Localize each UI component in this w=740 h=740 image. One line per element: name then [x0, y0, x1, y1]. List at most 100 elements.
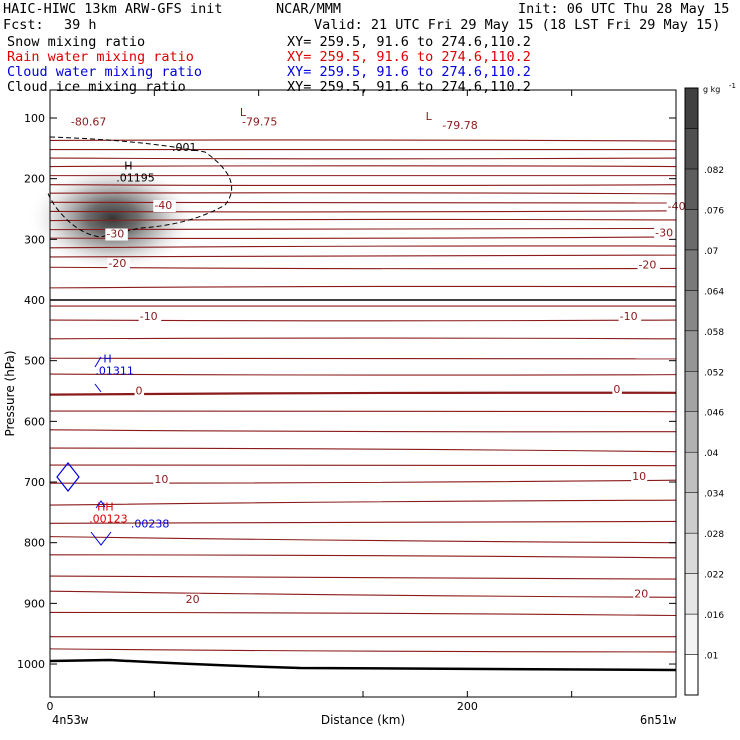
snow-contour-label: .001 — [172, 141, 197, 154]
colorbar-level: .046 — [704, 409, 724, 419]
temperature-label: 10 — [154, 473, 168, 486]
label-backing — [153, 474, 170, 487]
snow-shading — [27, 163, 198, 274]
extremum-letter: H — [124, 159, 132, 172]
cloud-water-contour — [94, 383, 102, 393]
y-tick-label: 400 — [24, 294, 45, 307]
temperature-contour — [49, 447, 677, 453]
snow-dashed-contour — [47, 136, 233, 238]
temperature-label: L — [426, 110, 433, 123]
temperature-contour — [49, 429, 677, 433]
y-tick-label: 800 — [24, 537, 45, 550]
snow-contour: .001 — [47, 136, 233, 238]
colorbar-level: .022 — [704, 571, 724, 581]
colorbar-unit-exponent: -1 — [729, 82, 736, 90]
colorbar-bin — [684, 451, 699, 493]
colorbar-level: .058 — [704, 328, 724, 338]
temperature-labels: -80.67 -79.75L L-79.78-40 -40-30 -30-20 -20-1… — [69, 106, 690, 606]
temperature-contour — [49, 357, 677, 360]
colorbar-bin — [684, 654, 699, 696]
field-xy-rain: XY= 259.5, 91.6 to 274.6,110.2 — [287, 49, 531, 65]
right-endpoint: 6n51w — [640, 713, 677, 727]
label-backing — [633, 588, 650, 601]
label-backing — [134, 385, 145, 398]
y-tick-label: 200 — [24, 173, 45, 186]
extremum-value: .01195 — [116, 171, 155, 184]
temperature-label: -10 — [620, 310, 638, 323]
colorbar-level: .04 — [704, 449, 719, 459]
temperature-contour — [49, 201, 677, 204]
temperature-contour — [49, 554, 677, 559]
temperature-label: 0 — [136, 385, 143, 398]
temperature-contour — [49, 337, 677, 340]
temperature-contour — [49, 648, 677, 653]
model-title: HAIC-HIWC 13km ARW-GFS init — [3, 1, 223, 17]
forecast-label: Fcst: — [3, 17, 44, 33]
forecast-hours: 39 h — [64, 17, 97, 33]
colorbar-unit: g kg — [703, 85, 720, 94]
extremum-value: .01311 — [95, 364, 134, 377]
temperature-contour — [49, 227, 677, 231]
temperature-label: 20 — [634, 587, 648, 600]
temperature-contour — [49, 266, 677, 270]
cloud-water-contour — [90, 531, 112, 546]
colorbar-bin — [684, 290, 699, 332]
label-backing — [240, 116, 283, 129]
temperature-label: -20 — [108, 257, 126, 270]
colorbar-level: .052 — [704, 368, 724, 378]
y-axis: 1002003004005006007008009001000Pressure … — [3, 112, 676, 671]
temperature-label: -40 — [668, 200, 686, 213]
label-backing — [184, 593, 201, 606]
temperature-label: -30 — [655, 226, 673, 239]
field-name-rain: Rain water mixing ratio — [7, 49, 194, 65]
colorbar-bin — [684, 330, 699, 372]
center-name: NCAR/MMM — [276, 1, 342, 17]
x-axis-label: Distance (km) — [321, 713, 405, 727]
field-name-snow: Snow mixing ratio — [7, 34, 146, 50]
temperature-contour — [49, 236, 677, 239]
temperature-contour — [49, 479, 677, 484]
field-xy-snow: XY= 259.5, 91.6 to 274.6,110.2 — [287, 34, 531, 50]
temperature-contour — [49, 373, 677, 376]
temperature-label: 10 — [632, 470, 646, 483]
colorbar-bin — [684, 371, 699, 412]
colorbar-border — [684, 87, 699, 696]
field-xy-cloud-water: XY= 259.5, 91.6 to 274.6,110.2 — [287, 64, 531, 80]
temperature-label: -10 — [140, 310, 158, 323]
temperature-contour — [49, 536, 677, 544]
temperature-contour — [49, 192, 677, 195]
label-backing — [637, 259, 660, 272]
temperature-contour — [49, 319, 677, 322]
temperature-label: -79.78 — [442, 119, 477, 132]
y-tick-label: 500 — [24, 355, 45, 368]
colorbar-bin — [684, 613, 699, 655]
colorbar-bin — [684, 249, 699, 291]
colorbar-level: .016 — [704, 611, 724, 621]
temperature-label: 0 — [613, 383, 620, 396]
colorbar-level: .01 — [704, 652, 718, 662]
temperature-label: -80.67 — [71, 115, 106, 128]
temperature-contour — [49, 165, 677, 168]
colorbar-level: .07 — [704, 247, 718, 257]
temperature-contours — [49, 139, 677, 653]
label-backing — [138, 311, 162, 324]
temperature-label: -30 — [106, 228, 124, 241]
field-name-cloud-water: Cloud water mixing ratio — [7, 64, 203, 80]
y-tick-label: 900 — [24, 597, 45, 610]
y-tick-label: 1000 — [17, 658, 45, 671]
temperature-contour — [49, 254, 677, 258]
extremum-letter: HH — [97, 500, 114, 513]
temperature-contour — [49, 499, 677, 506]
colorbar-level: .064 — [704, 287, 724, 297]
extremum-value: .00123 — [89, 512, 128, 525]
colorbar-level: .082 — [704, 166, 724, 176]
temperature-label: -79.75 — [242, 115, 277, 128]
colorbar-bin — [684, 573, 699, 615]
colorbar: .01 .016 .022 .028 .034 .04 .046 .052 .058 .064 .0… — [684, 82, 736, 696]
temperature-label: -40 — [154, 199, 172, 212]
y-axis-label: Pressure (hPa) — [3, 350, 17, 436]
temperature-contour — [49, 210, 677, 213]
colorbar-bin — [684, 209, 699, 251]
